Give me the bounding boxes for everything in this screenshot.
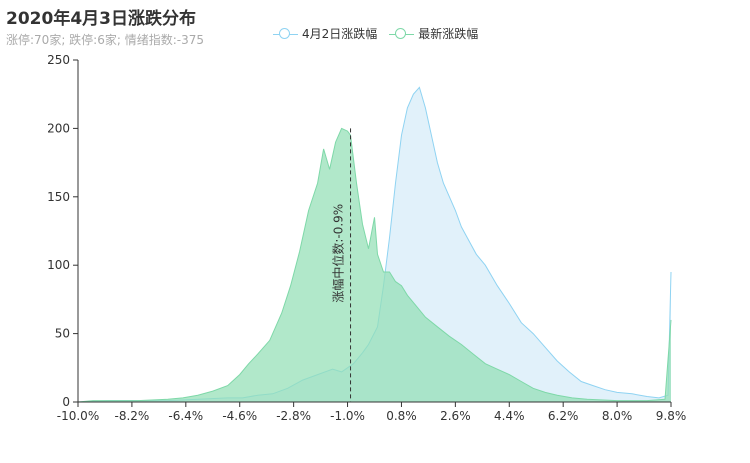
legend-swatch-series1-icon <box>273 27 298 41</box>
x-tick-label: 6.2% <box>548 409 579 423</box>
y-tick-label: 150 <box>47 190 70 204</box>
y-tick-label: 0 <box>62 395 70 409</box>
chart-legend: 4月2日涨跌幅 最新涨跌幅 <box>273 25 478 42</box>
series-area-2 <box>78 128 671 402</box>
legend-item-series2[interactable]: 最新涨跌幅 <box>389 25 478 42</box>
legend-swatch-series2-icon <box>389 27 415 41</box>
x-tick-label: 8.0% <box>602 409 633 423</box>
x-tick-label: 2.6% <box>440 409 471 423</box>
median-label: 涨幅中位数:-0.9% <box>331 204 346 303</box>
chart-subtitle: 涨停:70家; 跌停:6家; 情绪指数:-375 <box>6 33 204 47</box>
legend-label-series2: 最新涨跌幅 <box>418 27 479 41</box>
x-tick-label: -10.0% <box>57 409 99 423</box>
x-tick-label: -1.0% <box>330 409 365 423</box>
x-tick-label: 0.8% <box>386 409 417 423</box>
x-tick-label: -8.2% <box>114 409 149 423</box>
x-tick-label: 4.4% <box>494 409 525 423</box>
y-tick-label: 250 <box>47 53 70 67</box>
chart-title: 2020年4月3日涨跌分布 <box>6 9 196 29</box>
y-tick-label: 100 <box>47 258 70 272</box>
series-line-2 <box>77 127 672 403</box>
legend-item-series1[interactable]: 4月2日涨跌幅 <box>273 25 377 42</box>
y-tick-label: 200 <box>47 121 70 135</box>
x-tick-label: -6.4% <box>168 409 203 423</box>
legend-label-series1: 4月2日涨跌幅 <box>302 27 378 41</box>
x-tick-label: -4.6% <box>222 409 257 423</box>
x-tick-label: -2.8% <box>276 409 311 423</box>
y-tick-label: 50 <box>55 327 70 341</box>
x-tick-label: 9.8% <box>656 409 687 423</box>
